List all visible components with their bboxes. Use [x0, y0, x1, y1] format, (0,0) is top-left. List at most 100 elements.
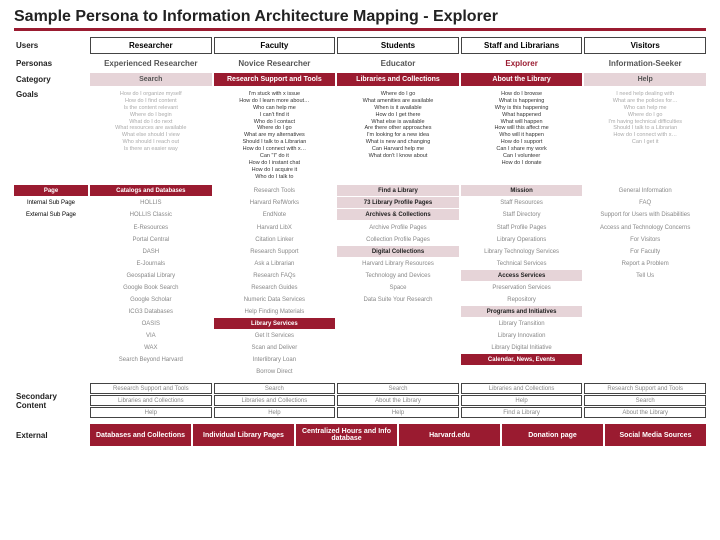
persona-2: Educator — [337, 56, 459, 71]
goals-1: I'm stuck with x issue How do I learn mo… — [214, 88, 336, 183]
page-line-4-2: Technology and Devices — [337, 270, 459, 281]
goals-2: Where do I go What amenities are availab… — [337, 88, 459, 183]
page-line-7-0: ICG3 Databases — [90, 306, 212, 317]
secondary-2-4: About the Library — [584, 407, 706, 418]
page-line-2-1: Research Support — [214, 246, 336, 257]
cat-1: Research Support and Tools — [214, 73, 336, 86]
page-line-6-0: Google Scholar — [90, 294, 212, 305]
secondary-1-3: Help — [461, 395, 583, 406]
page-line-4-1: Research FAQs — [214, 270, 336, 281]
page-line-5-3: Preservation Services — [461, 282, 583, 293]
external-block: External Databases and Collections Indiv… — [14, 424, 706, 446]
secondary-0-1: Search — [214, 383, 336, 394]
slide-title: Sample Persona to Information Architectu… — [14, 8, 706, 31]
persona-4: Information-Seeker — [584, 56, 706, 71]
page-line-8-1: Library Services — [214, 318, 336, 329]
users-row-label: Users — [14, 37, 88, 54]
page-2: Find a Library — [337, 185, 459, 196]
persona-3: Explorer — [461, 56, 583, 71]
page-line-8-4 — [584, 318, 706, 329]
secondary-block: Secondary Content Research Support and T… — [14, 383, 706, 418]
page-line-8-2 — [337, 318, 459, 329]
page-line-3-4: Report a Problem — [584, 258, 706, 269]
page-line-2-4: For Faculty — [584, 246, 706, 257]
cat-2: Libraries and Collections — [337, 73, 459, 86]
page-line-3-3: Technical Services — [461, 258, 583, 269]
page-line-10-2 — [337, 342, 459, 353]
category-row-label: Category — [14, 73, 88, 86]
persona-1: Novice Researcher — [214, 56, 336, 71]
page-line-7-3: Programs and Initiatives — [461, 306, 583, 317]
page-line-7-2 — [337, 306, 459, 317]
page-line-11-1: Interlibrary Loan — [214, 354, 336, 365]
page-line-12-3 — [461, 366, 583, 377]
page-line-9-0: VIA — [90, 330, 212, 341]
secondary-1-0: Libraries and Collections — [90, 395, 212, 406]
page-line-2-3: Library Technology Services — [461, 246, 583, 257]
secondary-1-1: Libraries and Collections — [214, 395, 336, 406]
secondary-1-2: About the Library — [337, 395, 459, 406]
ext-0: Databases and Collections — [90, 424, 191, 446]
ext-2: Centralized Hours and Info database — [296, 424, 397, 446]
extsub-0: HOLLIS Classic — [90, 209, 212, 220]
extsub-1: EndNote — [214, 209, 336, 220]
secondary-2-1: Help — [214, 407, 336, 418]
page-line-12-2 — [337, 366, 459, 377]
user-4: Visitors — [584, 37, 706, 54]
page-line-9-4 — [584, 330, 706, 341]
page-line-9-3: Library Innovation — [461, 330, 583, 341]
page-line-2-0: DASH — [90, 246, 212, 257]
page-line-0-4: Access and Technology Concerns — [584, 222, 706, 233]
secondary-1-4: Search — [584, 395, 706, 406]
page-line-2-2: Digital Collections — [337, 246, 459, 257]
page-line-0-0: E-Resources — [90, 222, 212, 233]
secondary-0-2: Search — [337, 383, 459, 394]
page-line-1-1: Citation Linker — [214, 234, 336, 245]
page-line-1-0: Portal Central — [90, 234, 212, 245]
extsub-4: Support for Users with Disabilities — [584, 209, 706, 220]
ext-3: Harvard.edu — [399, 424, 500, 446]
page-row-label: Page — [14, 185, 88, 196]
page-line-12-0 — [90, 366, 212, 377]
page-line-3-1: Ask a Librarian — [214, 258, 336, 269]
page-lines: E-ResourcesHarvard LibXArchive Profile P… — [14, 222, 706, 377]
page-line-5-4 — [584, 282, 706, 293]
user-2: Students — [337, 37, 459, 54]
page-line-8-0: OASIS — [90, 318, 212, 329]
page-line-4-0: Geospatial Library — [90, 270, 212, 281]
page-line-1-3: Library Operations — [461, 234, 583, 245]
page-line-6-4 — [584, 294, 706, 305]
page-line-9-2 — [337, 330, 459, 341]
page-line-10-1: Scan and Deliver — [214, 342, 336, 353]
page-line-7-1: Help Finding Materials — [214, 306, 336, 317]
page-line-11-2 — [337, 354, 459, 365]
persona-0: Experienced Researcher — [90, 56, 212, 71]
page-line-4-3: Access Services — [461, 270, 583, 281]
page-line-9-1: Get It Services — [214, 330, 336, 341]
page-line-5-2: Space — [337, 282, 459, 293]
user-3: Staff and Librarians — [461, 37, 583, 54]
secondary-0-0: Research Support and Tools — [90, 383, 212, 394]
page-line-10-4 — [584, 342, 706, 353]
secondary-2-3: Find a Library — [461, 407, 583, 418]
top-grid: Users Researcher Faculty Students Staff … — [14, 37, 706, 183]
page-3: Mission — [461, 185, 583, 196]
page-line-8-3: Library Transition — [461, 318, 583, 329]
user-0: Researcher — [90, 37, 212, 54]
page-0: Catalogs and Databases — [90, 185, 212, 196]
page-line-10-3: Library Digital Initiative — [461, 342, 583, 353]
page-line-10-0: WAX — [90, 342, 212, 353]
ext-4: Donation page — [502, 424, 603, 446]
secondary-row-label: Secondary Content — [14, 383, 88, 418]
external-sub-row-label: External Sub Page — [14, 209, 88, 220]
page-4: General Information — [584, 185, 706, 196]
page-line-11-3: Calendar, News, Events — [461, 354, 583, 365]
internal-0: HOLLIS — [90, 197, 212, 208]
page-line-4-4: Tell Us — [584, 270, 706, 281]
page-line-3-0: E-Journals — [90, 258, 212, 269]
ext-5: Social Media Sources — [605, 424, 706, 446]
page-line-6-1: Numeric Data Services — [214, 294, 336, 305]
cat-3: About the Library — [461, 73, 583, 86]
page-line-6-2: Data Suite Your Research — [337, 294, 459, 305]
page-block: Page Catalogs and Databases Research Too… — [14, 185, 706, 220]
